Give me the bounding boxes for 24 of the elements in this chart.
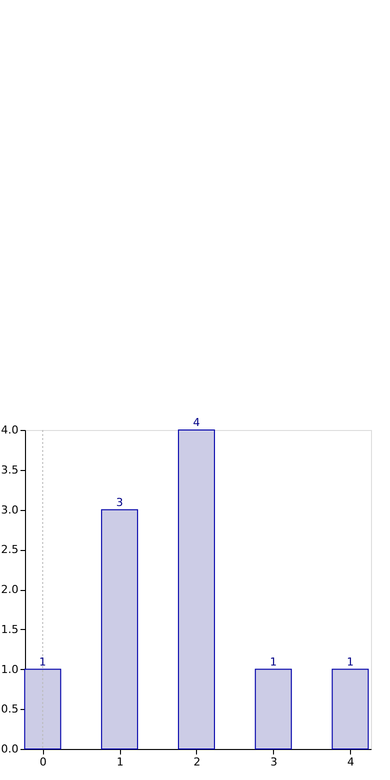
bar — [24, 668, 62, 750]
y-tick-label: 0.5 — [1, 702, 18, 716]
y-tick-label: 2.0 — [1, 583, 18, 596]
y-tick-label: 3.0 — [1, 503, 18, 516]
y-tick-label: 2.5 — [1, 543, 18, 556]
data-label: 4 — [192, 416, 200, 429]
y-tick-label: 1.5 — [1, 622, 18, 636]
bar — [178, 430, 215, 750]
x-tick-label: 2 — [193, 756, 200, 768]
x-tick-label: 0 — [40, 756, 47, 768]
data-label: 3 — [116, 496, 124, 509]
x-tick-label: 4 — [347, 756, 354, 768]
data-label: 1 — [346, 655, 354, 668]
data-label: 1 — [39, 655, 46, 668]
bar — [332, 668, 369, 750]
y-tick-label: 4.0 — [1, 424, 18, 436]
data-label: 1 — [270, 655, 277, 668]
x-tick-label: 1 — [116, 756, 124, 768]
y-tick-label: 0.0 — [1, 742, 18, 756]
x-tick-label: 3 — [270, 756, 278, 768]
bar — [254, 668, 292, 750]
y-tick-label: 1.0 — [1, 662, 18, 676]
bar — [101, 509, 138, 750]
y-tick-label: 3.5 — [1, 463, 18, 476]
